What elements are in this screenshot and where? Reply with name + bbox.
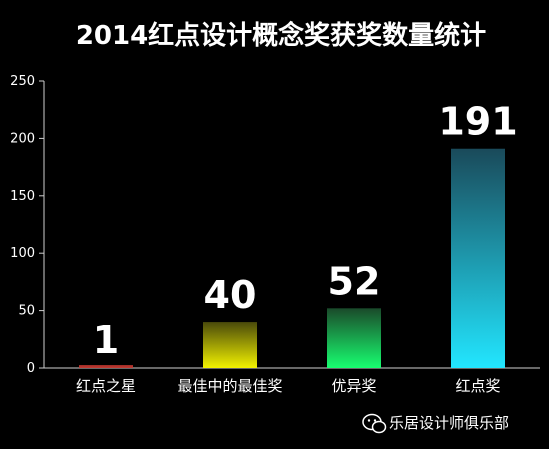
bars-group bbox=[79, 148, 505, 368]
x-tick-label: 红点奖 bbox=[455, 377, 500, 395]
data-label-3: 52 bbox=[328, 259, 381, 303]
y-tick-label: 250 bbox=[10, 74, 35, 89]
x-tick-label: 红点之星 bbox=[76, 377, 136, 395]
y-tick-label: 150 bbox=[10, 189, 35, 204]
bar-3 bbox=[327, 308, 381, 368]
y-tick-label: 200 bbox=[10, 131, 35, 146]
bar-1 bbox=[79, 365, 133, 368]
y-tick-label: 100 bbox=[10, 246, 35, 261]
bar-4 bbox=[451, 148, 505, 368]
data-label-2: 40 bbox=[204, 273, 257, 317]
bar-2 bbox=[203, 322, 257, 368]
y-tick-label: 0 bbox=[27, 361, 35, 376]
wechat-icon bbox=[362, 413, 387, 434]
data-label-1: 1 bbox=[93, 318, 119, 362]
x-tick-label: 最佳中的最佳奖 bbox=[177, 377, 282, 395]
watermark-text: 乐居设计师俱乐部 bbox=[389, 414, 509, 432]
data-label-4: 191 bbox=[438, 100, 517, 144]
watermark: 乐居设计师俱乐部 bbox=[362, 413, 509, 434]
y-tick-label: 50 bbox=[18, 304, 35, 319]
chart-title: 2014红点设计概念奖获奖数量统计 bbox=[76, 20, 486, 51]
labels-group: 1 红点之星 40 最佳中的最佳奖 52 优异奖 191 红点奖 bbox=[76, 100, 518, 395]
x-tick-label: 优异奖 bbox=[331, 377, 376, 395]
